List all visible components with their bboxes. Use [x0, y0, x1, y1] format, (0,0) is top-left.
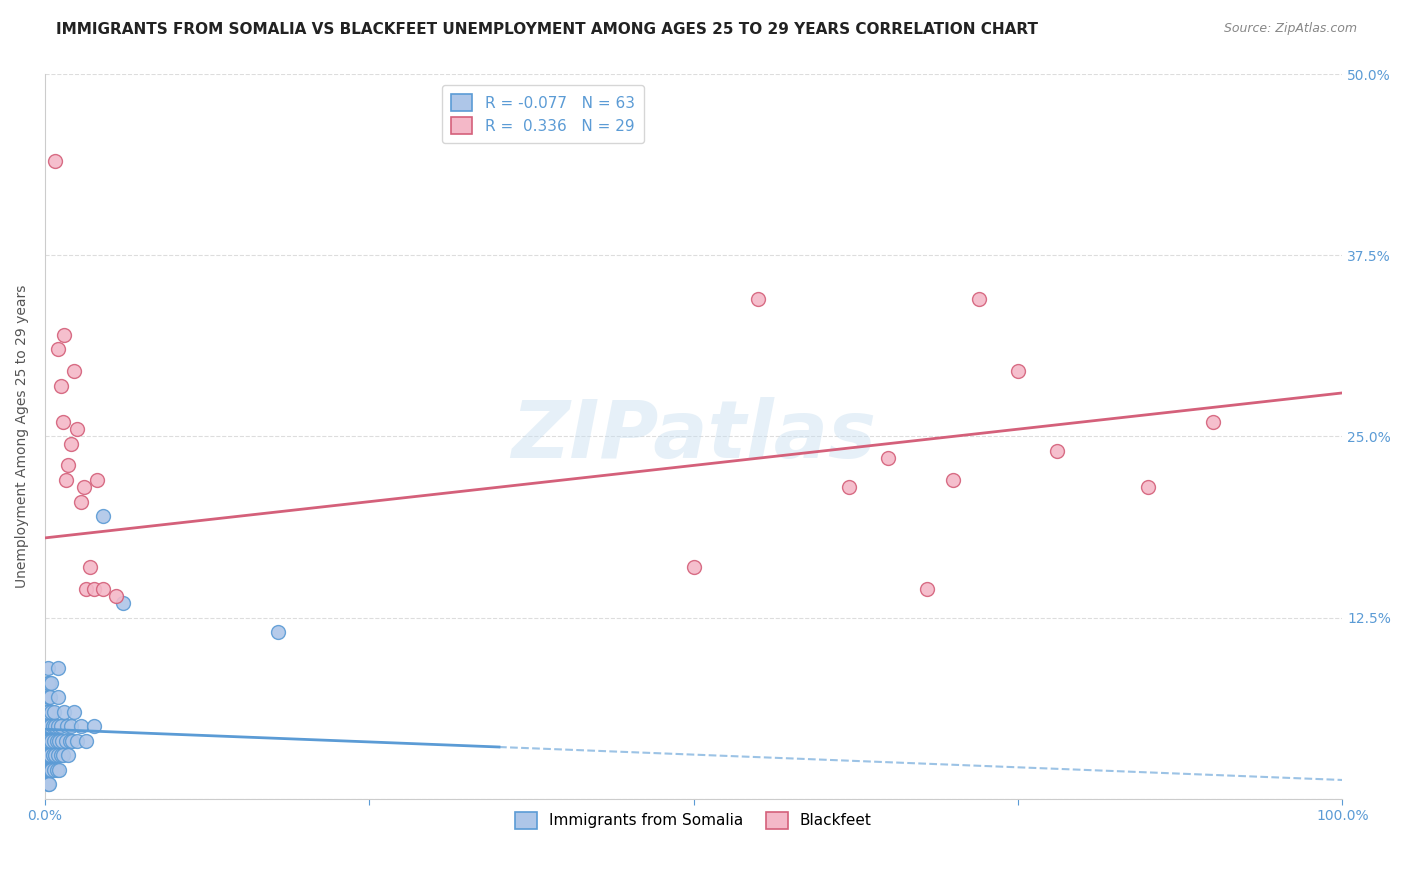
Point	[105, 589, 128, 603]
Point	[46, 748, 69, 763]
Point	[35, 719, 58, 733]
Point	[53, 328, 76, 343]
Point	[37, 719, 59, 733]
Point	[79, 560, 101, 574]
Point	[38, 690, 60, 705]
Text: Source: ZipAtlas.com: Source: ZipAtlas.com	[1223, 22, 1357, 36]
Point	[62, 705, 84, 719]
Point	[48, 734, 70, 748]
Point	[83, 582, 105, 596]
Point	[55, 473, 77, 487]
Point	[45, 734, 67, 748]
Point	[38, 734, 60, 748]
Point	[37, 748, 59, 763]
Text: IMMIGRANTS FROM SOMALIA VS BLACKFEET UNEMPLOYMENT AMONG AGES 25 TO 29 YEARS CORR: IMMIGRANTS FROM SOMALIA VS BLACKFEET UNE…	[56, 22, 1038, 37]
Point	[838, 480, 860, 494]
Point	[42, 705, 65, 719]
Point	[46, 343, 69, 357]
Point	[41, 734, 63, 748]
Point	[682, 560, 704, 574]
Point	[76, 734, 98, 748]
Point	[49, 378, 72, 392]
Point	[41, 676, 63, 690]
Point	[38, 748, 60, 763]
Point	[42, 763, 65, 777]
Point	[35, 748, 58, 763]
Point	[41, 763, 63, 777]
Point	[747, 292, 769, 306]
Point	[51, 734, 73, 748]
Point	[1007, 364, 1029, 378]
Point	[1136, 480, 1159, 494]
Point	[1201, 415, 1223, 429]
Point	[53, 705, 76, 719]
Point	[37, 661, 59, 675]
Point	[39, 748, 62, 763]
Point	[86, 473, 108, 487]
Point	[35, 763, 58, 777]
Point	[66, 422, 89, 436]
Point	[37, 763, 59, 777]
Point	[59, 734, 82, 748]
Point	[35, 705, 58, 719]
Point	[44, 153, 66, 168]
Point	[70, 494, 93, 508]
Point	[58, 458, 80, 473]
Point	[1046, 444, 1069, 458]
Point	[49, 719, 72, 733]
Point	[58, 748, 80, 763]
Point	[44, 719, 66, 733]
Point	[39, 690, 62, 705]
Point	[38, 676, 60, 690]
Point	[942, 473, 965, 487]
Point	[37, 734, 59, 748]
Point	[35, 734, 58, 748]
Point	[60, 734, 83, 748]
Point	[93, 582, 115, 596]
Point	[62, 364, 84, 378]
Point	[44, 748, 66, 763]
Point	[38, 763, 60, 777]
Y-axis label: Unemployment Among Ages 25 to 29 years: Unemployment Among Ages 25 to 29 years	[15, 285, 30, 588]
Point	[46, 719, 69, 733]
Point	[42, 719, 65, 733]
Point	[38, 719, 60, 733]
Point	[38, 777, 60, 791]
Point	[48, 763, 70, 777]
Point	[59, 436, 82, 450]
Point	[45, 763, 67, 777]
Point	[39, 763, 62, 777]
Point	[39, 719, 62, 733]
Point	[967, 292, 990, 306]
Point	[915, 582, 938, 596]
Legend: Immigrants from Somalia, Blackfeet: Immigrants from Somalia, Blackfeet	[509, 805, 877, 835]
Point	[73, 480, 96, 494]
Point	[52, 415, 75, 429]
Point	[46, 661, 69, 675]
Point	[70, 719, 93, 733]
Point	[46, 690, 69, 705]
Point	[66, 734, 89, 748]
Point	[41, 705, 63, 719]
Point	[83, 719, 105, 733]
Point	[37, 690, 59, 705]
Point	[111, 596, 134, 610]
Point	[267, 625, 290, 640]
Point	[52, 748, 75, 763]
Point	[49, 748, 72, 763]
Text: ZIPatlas: ZIPatlas	[512, 398, 876, 475]
Point	[37, 676, 59, 690]
Point	[59, 719, 82, 733]
Point	[42, 734, 65, 748]
Point	[37, 705, 59, 719]
Point	[877, 451, 900, 466]
Point	[42, 748, 65, 763]
Point	[93, 509, 115, 524]
Point	[76, 582, 98, 596]
Point	[55, 734, 77, 748]
Point	[56, 719, 79, 733]
Point	[37, 777, 59, 791]
